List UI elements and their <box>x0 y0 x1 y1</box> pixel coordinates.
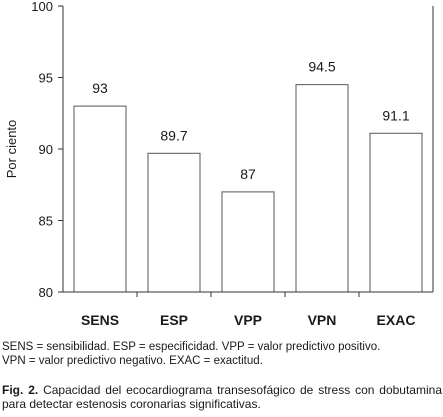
y-axis-ticks: 80 85 90 95 100 <box>31 0 63 300</box>
value-label-vpn: 94.5 <box>308 59 335 75</box>
category-label-sens: SENS <box>81 312 119 328</box>
abbreviations-legend: SENS = sensibilidad. ESP = especificidad… <box>2 340 442 368</box>
bar-vpp <box>221 191 275 293</box>
y-tick-label: 95 <box>39 71 53 86</box>
figure-label: Fig. 2. <box>2 383 39 397</box>
y-tick-label: 85 <box>39 214 53 229</box>
category-labels: SENS ESP VPP VPN EXAC <box>81 312 416 328</box>
bar-exac <box>369 132 423 293</box>
bar-chart: 80 85 90 95 100 93 89.7 87 94.5 91.1 SENS ESP VPP V… <box>4 0 434 328</box>
y-tick-label: 100 <box>31 0 53 14</box>
category-label-esp: ESP <box>160 312 188 328</box>
bar-sens <box>73 105 127 293</box>
value-label-sens: 93 <box>92 80 108 96</box>
abbreviations-line-2: VPN = valor predictivo negativo. EXAC = … <box>2 355 263 367</box>
value-labels: 93 89.7 87 94.5 91.1 <box>92 59 410 182</box>
figure-caption: Fig. 2. Capacidad del ecocardiograma tra… <box>2 383 442 411</box>
y-tick-label: 90 <box>39 142 53 157</box>
abbreviations-line-1: SENS = sensibilidad. ESP = especificidad… <box>2 341 381 353</box>
category-label-vpn: VPN <box>308 312 337 328</box>
value-label-exac: 91.1 <box>382 107 409 123</box>
x-axis-ticks <box>136 292 360 297</box>
category-label-exac: EXAC <box>377 312 416 328</box>
bar-esp <box>147 152 201 293</box>
value-label-vpp: 87 <box>240 166 256 182</box>
y-axis-label: Por ciento <box>4 120 19 179</box>
y-tick-label: 80 <box>39 285 53 300</box>
value-label-esp: 89.7 <box>160 127 187 143</box>
figure-caption-text: Capacidad del ecocardiograma transesofág… <box>2 383 442 411</box>
category-label-vpp: VPP <box>234 312 262 328</box>
bars <box>73 84 423 293</box>
bar-vpn <box>295 84 349 293</box>
